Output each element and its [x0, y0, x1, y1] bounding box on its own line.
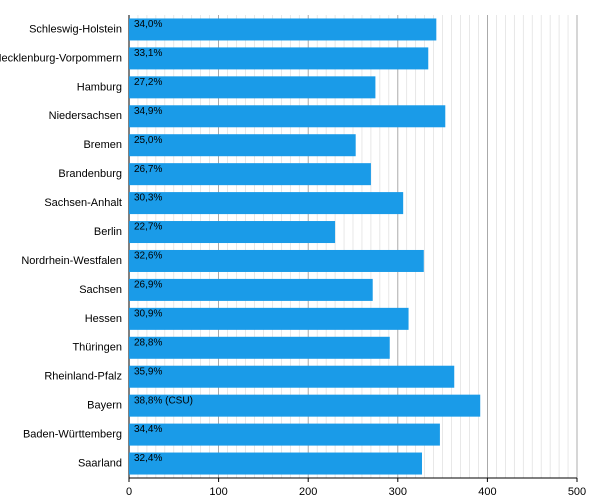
bar [129, 163, 371, 186]
bar [129, 278, 373, 301]
y-tick-label: Bayern [87, 400, 122, 412]
y-tick-label: Mecklenburg-Vorpommern [0, 52, 122, 64]
bar [129, 134, 356, 157]
bar-label: 27,2% [134, 77, 162, 88]
bar [129, 105, 446, 128]
x-tick-label: 100 [209, 486, 227, 498]
bar-label: 26,7% [134, 164, 162, 175]
x-tick-label: 300 [389, 486, 407, 498]
bar-label: 28,8% [134, 337, 162, 348]
bar-label: 26,9% [134, 280, 162, 291]
bar-label: 33,1% [134, 48, 162, 59]
bar [129, 76, 376, 99]
y-tick-label: Schleswig-Holstein [29, 23, 122, 35]
x-tick-label: 0 [126, 486, 132, 498]
bar-label: 25,0% [134, 135, 162, 146]
bar [129, 249, 424, 272]
bar-label: 34,0% [134, 19, 162, 30]
bar [129, 365, 455, 388]
x-tick-label: 500 [568, 486, 586, 498]
y-tick-label: Bremen [83, 139, 122, 151]
y-tick-label: Sachsen-Anhalt [44, 197, 122, 209]
y-tick-label: Thüringen [72, 342, 122, 354]
y-tick-label: Nordrhein-Westfalen [21, 255, 122, 267]
y-tick-label: Hessen [85, 313, 122, 325]
bar [129, 47, 429, 70]
bar-label: 35,9% [134, 366, 162, 377]
y-tick-label: Niedersachsen [49, 110, 122, 122]
bar-label: 38,8% (CSU) [134, 395, 193, 406]
bar [129, 307, 409, 330]
y-tick-label: Berlin [94, 226, 122, 238]
x-tick-label: 400 [478, 486, 496, 498]
y-tick-label: Hamburg [77, 81, 122, 93]
y-tick-label: Rheinland-Pfalz [44, 371, 122, 383]
bar-label: 22,7% [134, 222, 162, 233]
x-tick-label: 200 [299, 486, 317, 498]
bar [129, 452, 422, 475]
bar [129, 221, 336, 244]
y-tick-label: Brandenburg [58, 168, 122, 180]
bar-label: 32,6% [134, 251, 162, 262]
bar [129, 336, 390, 359]
bar [129, 18, 437, 41]
bar-label: 34,9% [134, 106, 162, 117]
bar [129, 423, 440, 446]
y-tick-label: Baden-Württemberg [23, 429, 122, 441]
bar-label: 34,4% [134, 424, 162, 435]
bar-label: 30,9% [134, 308, 162, 319]
y-tick-label: Sachsen [79, 284, 122, 296]
bar-label: 30,3% [134, 193, 162, 204]
bar [129, 394, 481, 417]
bar [129, 192, 404, 215]
y-tick-label: Saarland [78, 457, 122, 469]
bar-label: 32,4% [134, 453, 162, 464]
